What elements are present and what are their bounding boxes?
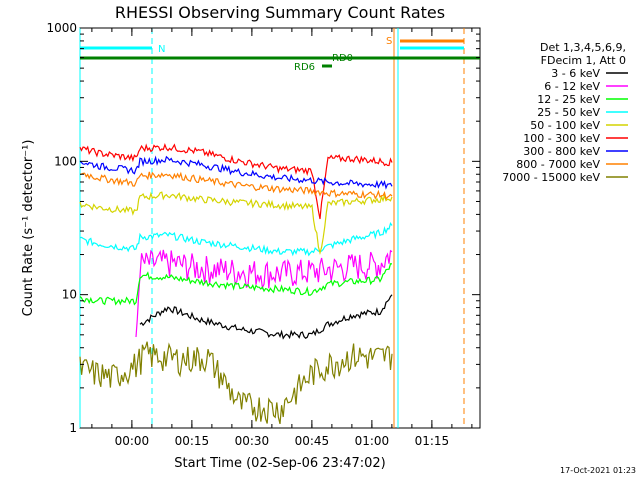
x-tick-label: 00:00 bbox=[115, 434, 150, 448]
series-line-6 bbox=[79, 155, 393, 190]
legend-entry-label: 7000 - 15000 keV bbox=[502, 171, 600, 184]
annotation-rd6: RD6 bbox=[294, 62, 315, 73]
legend-header: FDecim 1, Att 0 bbox=[541, 54, 626, 67]
legend-entry-label: 100 - 300 keV bbox=[523, 132, 600, 145]
legend-entry-label: 6 - 12 keV bbox=[544, 80, 600, 93]
legend-entry-label: 50 - 100 keV bbox=[530, 119, 600, 132]
x-tick-label: 00:15 bbox=[175, 434, 210, 448]
y-tick-label: 1000 bbox=[46, 21, 77, 35]
x-axis-label: Start Time (02-Sep-06 23:47:02) bbox=[174, 456, 385, 471]
annotation-n: N bbox=[158, 44, 165, 55]
annotation-layer: N S RD0 RD6 bbox=[158, 36, 392, 73]
y-tick-label: 10 bbox=[62, 288, 77, 302]
series-line-0 bbox=[139, 294, 393, 340]
legend: Det 1,3,4,5,6,9,FDecim 1, Att 03 - 6 keV… bbox=[502, 41, 628, 184]
annotation-rd0: RD0 bbox=[332, 53, 353, 64]
annotation-s: S bbox=[386, 36, 392, 47]
series-line-5 bbox=[79, 143, 393, 220]
x-tick-label: 00:45 bbox=[295, 434, 330, 448]
series-line-1 bbox=[135, 249, 393, 338]
y-axis-label: Count Rate (s⁻¹ detector⁻¹) bbox=[21, 140, 36, 317]
series-line-2 bbox=[79, 263, 393, 306]
timestamp: 17-Oct-2021 01:23 bbox=[560, 466, 636, 475]
x-tick-label: 01:00 bbox=[355, 434, 390, 448]
legend-entry-label: 3 - 6 keV bbox=[551, 67, 600, 80]
series-line-3 bbox=[79, 222, 393, 257]
series-line-4 bbox=[79, 191, 393, 256]
chart-title: RHESSI Observing Summary Count Rates bbox=[115, 3, 445, 22]
y-tick-label: 100 bbox=[54, 154, 77, 168]
legend-entry-label: 800 - 7000 keV bbox=[516, 158, 600, 171]
legend-header: Det 1,3,4,5,6,9, bbox=[540, 41, 626, 54]
x-tick-label: 00:30 bbox=[235, 434, 270, 448]
legend-entry-label: 25 - 50 keV bbox=[537, 106, 600, 119]
series-line-7 bbox=[79, 171, 393, 201]
y-tick-label: 1 bbox=[69, 421, 77, 435]
axis-ticks: 1 10 100 1000 00:00 00:15 00:30 00:45 01:00 01:15 bbox=[46, 21, 480, 448]
series-line-8 bbox=[79, 341, 393, 425]
series-group bbox=[79, 143, 393, 425]
legend-entry-label: 12 - 25 keV bbox=[537, 93, 600, 106]
legend-entry-label: 300 - 800 keV bbox=[523, 145, 600, 158]
x-tick-label: 01:15 bbox=[415, 434, 450, 448]
